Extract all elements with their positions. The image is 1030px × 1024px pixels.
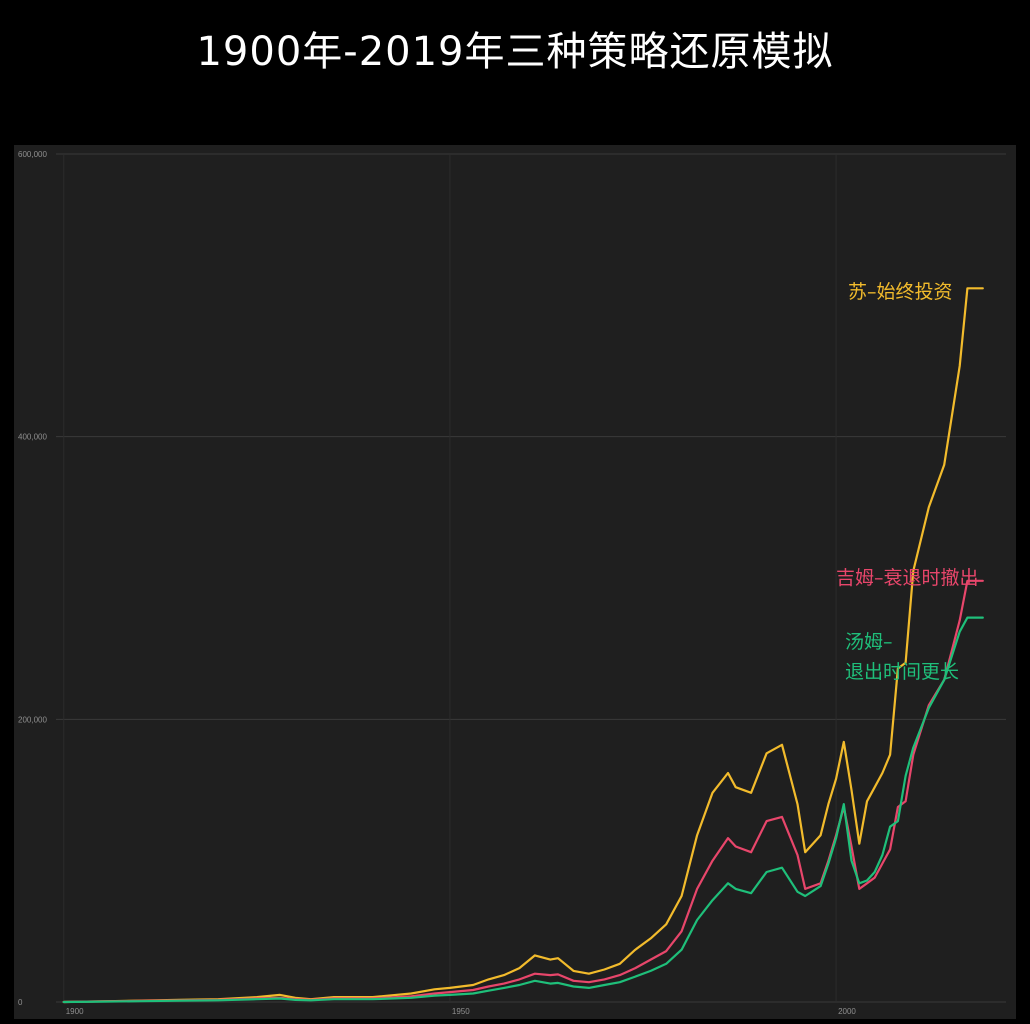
chart-title: 1900年-2019年三种策略还原模拟 bbox=[196, 29, 834, 75]
plot-background bbox=[14, 145, 1016, 1019]
grid-lines bbox=[56, 153, 1006, 1003]
series-label-2: 退出时间更长 bbox=[845, 661, 959, 683]
series-label-0: 苏–始终投资 bbox=[848, 281, 953, 303]
y-tick-label: 0 bbox=[18, 998, 23, 1007]
series-line-0 bbox=[62, 287, 984, 1004]
y-tick-label: 600,000 bbox=[18, 150, 47, 159]
series-label-1: 吉姆–衰退时撤出 bbox=[836, 567, 979, 589]
x-axis-ticks: 1900 1950 2000 bbox=[66, 1007, 857, 1016]
x-tick-label: 2000 bbox=[838, 1007, 856, 1016]
series-lines bbox=[62, 287, 984, 1004]
x-tick-label: 1950 bbox=[452, 1007, 470, 1016]
series-line-2 bbox=[62, 616, 984, 1004]
y-axis-ticks: 0 200,000 400,000 600,000 bbox=[18, 150, 47, 1007]
series-label-2: 汤姆– bbox=[845, 631, 893, 653]
x-tick-label: 1900 bbox=[66, 1007, 84, 1016]
y-tick-label: 400,000 bbox=[18, 433, 47, 442]
y-tick-label: 200,000 bbox=[18, 715, 47, 724]
